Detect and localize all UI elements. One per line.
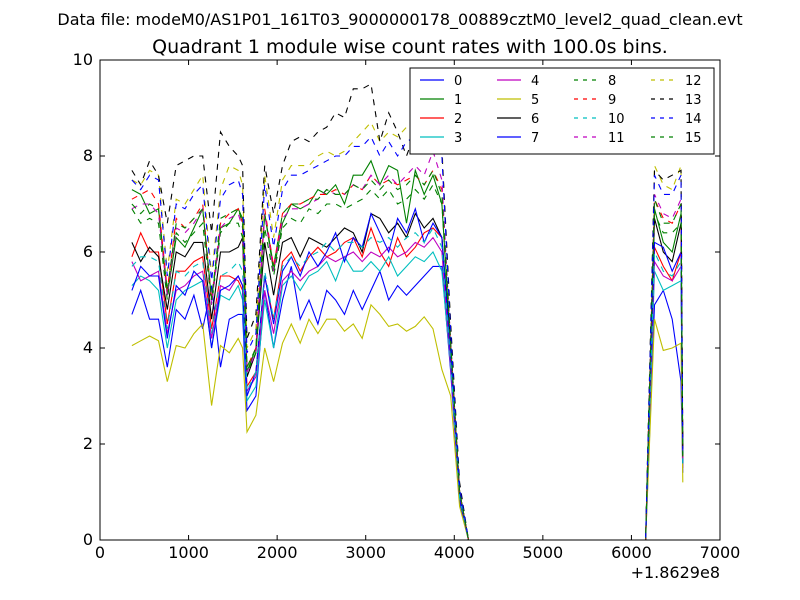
legend-label-6: 6	[531, 112, 539, 127]
series-line-5	[131, 303, 684, 541]
data-file-caption: Data file: modeM0/AS1P01_161T03_90000001…	[57, 10, 742, 30]
legend-label-9: 9	[608, 93, 616, 108]
legend-label-11: 11	[608, 131, 625, 146]
legend-box	[409, 67, 715, 155]
x-tick-label: 5000	[522, 543, 563, 562]
y-tick-label: 2	[83, 434, 93, 453]
legend-label-13: 13	[685, 93, 702, 108]
y-tick-label: 8	[83, 146, 93, 165]
series-line-13	[131, 83, 684, 541]
legend-label-14: 14	[685, 112, 702, 127]
series-line-15	[131, 169, 684, 541]
plot-frame	[99, 59, 721, 541]
legend-label-4: 4	[531, 74, 539, 89]
legend-label-1: 1	[454, 93, 462, 108]
y-tick-label: 6	[83, 242, 93, 261]
series-line-10	[131, 226, 684, 541]
series-line-9	[131, 169, 684, 541]
x-tick-label: 7000	[700, 543, 741, 562]
legend-label-3: 3	[454, 131, 462, 146]
legend-label-10: 10	[608, 112, 625, 127]
x-tick-label: 3000	[345, 543, 386, 562]
legend-label-5: 5	[531, 93, 539, 108]
series-line-11	[131, 149, 684, 541]
legend-label-12: 12	[685, 74, 702, 89]
series-line-1	[131, 159, 684, 541]
legend-label-8: 8	[608, 74, 616, 89]
y-tick-label: 4	[83, 338, 93, 357]
x-tick-label: 1000	[168, 543, 209, 562]
series-line-8	[131, 183, 684, 541]
x-axis-offset-label: +1.8629e8	[631, 563, 720, 582]
series-line-14	[131, 130, 684, 541]
x-tick-label: 4000	[434, 543, 475, 562]
series-layer	[131, 83, 684, 541]
x-tick-label: 0	[95, 543, 105, 562]
series-line-6	[131, 212, 684, 541]
x-tick-label: 6000	[611, 543, 652, 562]
chart-title: Quadrant 1 module wise count rates with …	[152, 36, 668, 58]
series-line-7	[131, 206, 684, 541]
y-tick-label: 0	[83, 530, 93, 549]
legend-label-2: 2	[454, 112, 462, 127]
legend-label-7: 7	[531, 131, 539, 146]
x-tick-label: 2000	[257, 543, 298, 562]
x-axis: 0 1000 2000 3000 4000 5000 6000 7000	[95, 60, 740, 562]
series-line-0	[131, 265, 684, 541]
legend-label-0: 0	[454, 74, 462, 89]
y-tick-label: 10	[73, 50, 93, 69]
legend-label-15: 15	[685, 131, 702, 146]
series-line-12	[131, 116, 684, 541]
